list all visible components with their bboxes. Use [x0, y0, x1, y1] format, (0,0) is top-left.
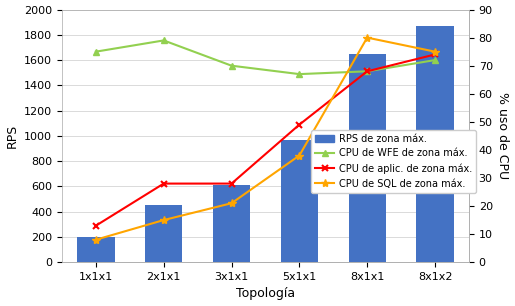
Bar — [145, 205, 182, 262]
Bar — [349, 54, 386, 262]
Bar — [77, 237, 114, 262]
Legend: RPS de zona máx., CPU de WFE de zona máx., CPU de aplic. de zona máx., CPU de SQ: RPS de zona máx., CPU de WFE de zona máx… — [311, 130, 476, 192]
Bar — [213, 185, 250, 262]
Y-axis label: RPS: RPS — [6, 124, 19, 148]
X-axis label: Topología: Topología — [236, 287, 295, 300]
Bar — [281, 140, 318, 262]
Bar — [416, 26, 454, 262]
Y-axis label: % uso de CPU: % uso de CPU — [496, 92, 509, 179]
